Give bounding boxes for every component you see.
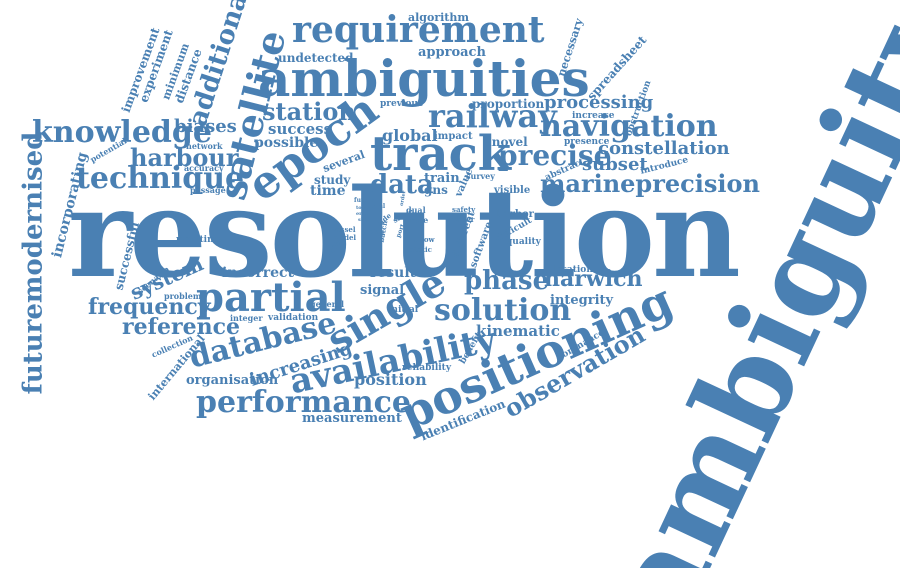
word-organisation: organisation [186,373,279,388]
word-project: project [494,267,526,277]
word-passage: passage [190,185,226,195]
word-futuremodernised: futuremodernised [18,131,49,395]
word-impact: impact [434,131,473,142]
word-paper: paper [452,215,475,224]
word-location: location [552,265,593,275]
word-proportion: proportion [472,97,545,111]
word-accuracy: accuracy [184,163,224,173]
word-constellation: constellation [598,138,730,159]
word-signal: signal [360,283,405,298]
word-resolution: resolution [68,161,741,305]
word-global: global [382,126,438,145]
word-vessel: vessel [332,225,356,234]
word-processing: processing [544,92,654,113]
word-increase: increase [572,111,615,121]
word-integer: integer [230,313,263,323]
word-static: static [410,245,432,254]
word-initial: initial [388,305,419,315]
word-train: train [424,171,460,186]
word-success: success [268,120,333,138]
word-quality: quality [506,237,541,247]
word-undetected: undetected [278,51,354,65]
word-subset: subset [582,154,648,175]
word-general: general [310,299,345,309]
word-marineprecision: marineprecision [540,169,760,198]
word-problem: problem [164,291,202,301]
word-total: total [356,205,370,211]
word-harwich: harwich [544,266,643,292]
word-possible: possible [254,135,319,151]
word-phase: phase [464,266,550,296]
word-visible: visible [494,185,531,196]
word-safety: safety [452,205,476,214]
word-track: track [370,126,512,182]
word-maritime: maritime [176,235,223,245]
word-integrity: integrity [550,293,614,308]
word-requirement: requirement [292,9,545,51]
word-data: data [370,170,434,200]
word-network: network [186,141,223,151]
word-rate: rate [410,215,429,225]
word-precise: precise [498,139,612,172]
word-biases: biases [174,116,237,137]
word-bias: bias [368,227,385,236]
word-presence: presence [564,137,610,147]
word-kinematic: kinematic [476,322,560,340]
word-reliability: reliability [402,363,452,373]
word-harbour: harbour [130,143,239,172]
word-model: model [332,233,357,242]
word-ship: ship [358,217,370,223]
word-station: station [262,97,356,126]
word-error: error [356,211,371,217]
word-dual: dual [406,205,426,215]
word-incorrect: incorrect [222,265,295,281]
word-performance: performance [196,385,411,420]
word-frequency: frequency [88,294,211,320]
word-technique: technique [76,161,245,196]
word-future: future [354,197,376,204]
word-result: result [370,265,417,281]
word-ambiguities: ambiguities [258,49,590,108]
word-harbor: harbor [496,209,534,220]
word-time: time [310,183,346,199]
word-anovel: anovel [484,135,528,149]
word-navigation: navigation [540,109,718,144]
word-survey: survey [466,171,495,181]
word-study: study [314,173,351,187]
word-reference: reference [122,314,241,340]
word-partial: partial [196,274,346,321]
word-allow: allow [414,235,435,244]
word-railway: railway [428,97,557,135]
word-validation: validation [268,313,319,323]
word-algorithm: algorithm [408,11,470,24]
word-solution: solution [434,293,572,328]
word-approach: approach [418,45,486,60]
word-real: real [372,203,386,210]
word-knowledge: knowledge [32,115,212,150]
word-position: position [354,370,427,389]
word-gns: gns [424,183,448,197]
word-previous: previous [380,99,424,109]
word-measurement: measurement [302,411,402,426]
